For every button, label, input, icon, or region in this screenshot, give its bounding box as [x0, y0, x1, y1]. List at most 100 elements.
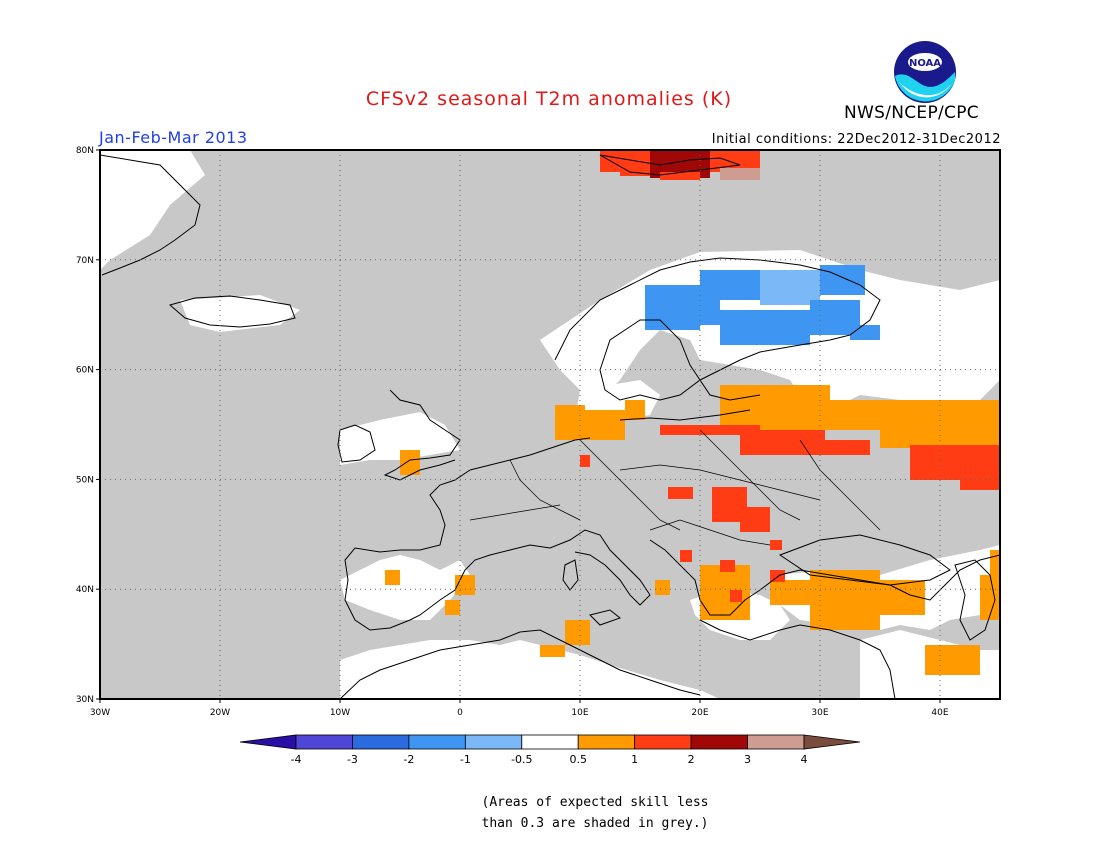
country-border — [799, 439, 881, 531]
legend-label: 2 — [688, 753, 695, 766]
legend-swatch — [352, 734, 410, 750]
legend-label: 4 — [801, 753, 808, 766]
anomaly-cell — [625, 400, 645, 420]
country-border — [469, 504, 561, 521]
anomaly-cell — [710, 150, 760, 172]
anomaly-cell — [990, 550, 1000, 575]
coastline — [554, 257, 881, 361]
coastline — [778, 534, 951, 586]
anomaly-cell — [820, 265, 865, 295]
anomaly-cell — [600, 150, 650, 172]
legend-swatch — [464, 734, 523, 750]
legend-swatch — [747, 734, 805, 750]
lat-tick-label: 80N — [76, 146, 94, 156]
anomaly-cell — [660, 172, 700, 180]
anomaly-cell — [760, 270, 820, 305]
anomaly-cell — [730, 590, 742, 602]
lat-tick-label: 70N — [76, 256, 94, 266]
legend-swatch — [408, 734, 466, 750]
legend-label: -0.5 — [511, 753, 532, 766]
country-border — [579, 439, 681, 531]
coastline — [599, 154, 741, 176]
legend-max-arrow — [803, 734, 861, 750]
legend-label: 1 — [631, 753, 638, 766]
lon-tick-label: 20E — [691, 708, 708, 718]
country-border — [649, 519, 771, 546]
anomaly-cell — [880, 420, 1000, 448]
anomaly-cell — [385, 570, 400, 585]
legend-label: -2 — [403, 753, 414, 766]
legend-label: -1 — [460, 753, 471, 766]
coastline — [954, 559, 996, 641]
lon-tick-label: 30W — [90, 708, 110, 718]
legend-swatch — [577, 734, 636, 750]
anomaly-cell — [668, 487, 693, 499]
color-legend: -4 -3 -2 -1 -0.5 0.5 1 2 3 4 — [239, 734, 861, 766]
anomaly-cell — [720, 310, 810, 345]
anomaly-cell — [720, 385, 830, 430]
anomaly-cell — [770, 540, 782, 550]
coastline — [337, 424, 376, 463]
coastline — [699, 619, 896, 699]
coastline — [469, 437, 591, 471]
coastline — [562, 559, 579, 591]
grid-lines — [100, 150, 1000, 699]
lon-tick-label: 10W — [330, 708, 350, 718]
lon-tick-label: 30E — [811, 708, 828, 718]
legend-label: 3 — [744, 753, 751, 766]
legend-swatch — [295, 734, 353, 750]
lon-tick-label: 20W — [210, 708, 230, 718]
legend-label: -3 — [347, 753, 358, 766]
coastline — [100, 154, 201, 276]
anomaly-region-neutral — [340, 640, 720, 699]
skill-note: (Areas of expected skill less than 0.3 a… — [0, 792, 1100, 834]
anomaly-cell — [565, 620, 590, 645]
anomaly-cell — [850, 325, 880, 340]
legend-label: -4 — [291, 753, 302, 766]
anomaly-cell — [700, 270, 760, 300]
legend-label: 0.5 — [569, 753, 587, 766]
anomaly-region-neutral — [340, 555, 470, 620]
anomaly-cell — [810, 570, 880, 630]
anomaly-cell — [600, 425, 620, 440]
coastline — [383, 389, 461, 481]
anomaly-cell — [690, 300, 720, 325]
anomaly-cell — [400, 450, 420, 475]
country-border — [699, 429, 801, 521]
axis-ticks: 30W 20W 10W 0 10E 20E 30E 40E 80N 70N 60N 50N 40N 30N — [76, 146, 949, 718]
anomaly-cell — [780, 440, 870, 455]
logo-text: NOAA — [909, 58, 941, 69]
noaa-logo: NOAA — [894, 41, 956, 103]
coastline — [649, 539, 1000, 616]
chart-title-text: CFSv2 seasonal T2m anomalies (K) — [365, 88, 733, 110]
country-border — [509, 459, 581, 521]
anomaly-cell — [580, 455, 590, 467]
initial-conditions: Initial conditions: 22Dec2012-31Dec2012 — [711, 132, 1001, 147]
lat-tick-label: 60N — [76, 366, 94, 376]
anomaly-region-neutral — [440, 650, 540, 699]
legend-swatch — [521, 734, 579, 750]
anomaly-cell — [720, 168, 760, 180]
coastline — [619, 409, 751, 421]
coastline — [699, 359, 761, 401]
anomaly-cell — [980, 575, 1000, 620]
anomaly-cell — [680, 550, 692, 562]
coastline — [168, 295, 296, 328]
legend-swatch — [634, 734, 692, 750]
anomaly-cell — [720, 560, 735, 572]
anomaly-region-neutral — [180, 295, 300, 332]
anomaly-cell — [925, 645, 980, 675]
country-border — [619, 464, 821, 501]
anomaly-cell — [660, 425, 760, 435]
anomaly-cell — [445, 600, 460, 615]
anomaly-region-neutral — [100, 150, 205, 270]
lon-tick-label: 0 — [457, 708, 463, 718]
lat-tick-label: 30N — [76, 695, 94, 705]
lon-tick-label: 10E — [571, 708, 588, 718]
coastlines — [100, 154, 1000, 699]
skill-note-line2: than 0.3 are shaded in grey.) — [481, 816, 709, 831]
coastline — [509, 529, 651, 606]
anomaly-cell — [540, 645, 565, 657]
lat-tick-label: 50N — [76, 475, 94, 485]
